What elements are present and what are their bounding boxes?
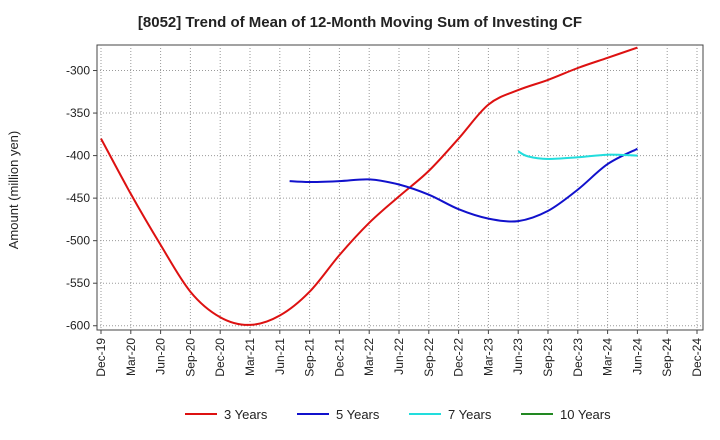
x-tick-label: Mar-20 xyxy=(124,338,138,376)
x-tick-label: Mar-24 xyxy=(601,338,615,376)
legend-label-7-years: 7 Years xyxy=(448,407,492,422)
x-tick-label: Mar-23 xyxy=(481,338,495,376)
y-axis: -300 -350 -400 -450 -500 -550 -600 xyxy=(66,64,97,333)
x-tick-label: Dec-21 xyxy=(332,338,346,377)
y-tick-label: -350 xyxy=(66,106,90,120)
x-tick-label: Mar-22 xyxy=(362,338,376,376)
x-tick-label: Mar-21 xyxy=(243,338,257,376)
x-tick-label: Dec-20 xyxy=(213,338,227,377)
x-tick-label: Sep-21 xyxy=(303,338,317,377)
legend-label-3-years: 3 Years xyxy=(224,407,268,422)
legend-label-10-years: 10 Years xyxy=(560,407,611,422)
x-tick-label: Sep-24 xyxy=(660,338,674,377)
x-axis: Dec-19 Mar-20 Jun-20 Sep-20 Dec-20 Mar-21 Jun-… xyxy=(94,330,720,377)
legend: 3 Years 5 Years 7 Years 10 Years xyxy=(185,407,611,422)
series-line-5-years xyxy=(289,147,638,223)
x-tick-label: Jun-20 xyxy=(154,338,168,375)
y-tick-label: -500 xyxy=(66,234,90,248)
x-tick-label: Dec-23 xyxy=(571,338,585,377)
x-tick-label: Dec-19 xyxy=(94,338,108,377)
x-tick-label: Jun-22 xyxy=(392,338,406,375)
series-line-7-years xyxy=(517,150,638,161)
x-tick-label: Sep-22 xyxy=(422,338,436,377)
x-tick-label: Dec-24 xyxy=(690,338,704,377)
y-tick-label: -400 xyxy=(66,149,90,163)
x-tick-label: Sep-23 xyxy=(541,338,555,377)
series-line-3-years xyxy=(100,46,638,326)
x-tick-label: Jun-23 xyxy=(511,338,525,375)
plot-area xyxy=(96,44,704,331)
x-tick-label: Jun-24 xyxy=(630,338,644,375)
y-tick-label: -300 xyxy=(66,64,90,78)
y-tick-label: -450 xyxy=(66,191,90,205)
x-tick-label: Dec-22 xyxy=(452,338,466,377)
x-tick-label: Sep-20 xyxy=(183,338,197,377)
x-tick-label: Jun-21 xyxy=(273,338,287,375)
chart-title: [8052] Trend of Mean of 12-Month Moving … xyxy=(137,14,583,31)
grid xyxy=(97,45,703,330)
y-tick-label: -550 xyxy=(66,276,90,290)
series-group xyxy=(100,46,638,326)
y-tick-label: -600 xyxy=(66,319,90,333)
legend-label-5-years: 5 Years xyxy=(336,407,380,422)
y-axis-label: Amount (million yen) xyxy=(6,131,21,250)
